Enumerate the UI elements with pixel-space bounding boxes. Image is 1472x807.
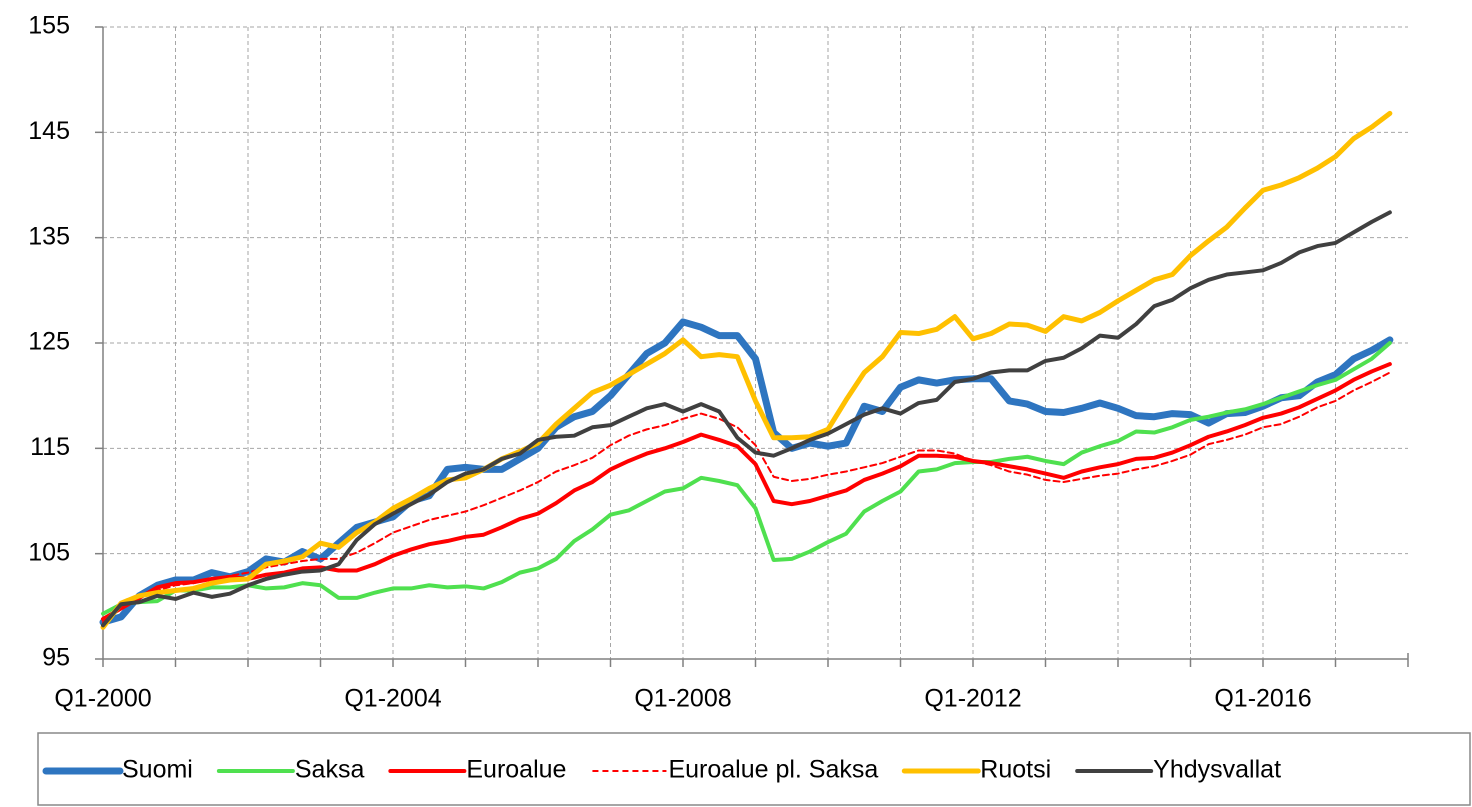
series-line: [102, 371, 1391, 624]
legend-label: Suomi: [122, 756, 193, 784]
y-tick-label: 155: [28, 12, 70, 40]
legend-label: Saksa: [295, 756, 365, 784]
legend-label: Euroalue: [466, 756, 566, 784]
y-tick-label: 145: [28, 117, 70, 145]
y-tick-label: 135: [28, 222, 70, 250]
x-tick-label: Q1-2004: [344, 685, 441, 713]
series-line: [99, 318, 1394, 626]
y-tick-label: 105: [28, 538, 70, 566]
legend-label: Euroalue pl. Saksa: [668, 756, 878, 784]
series-line: [100, 110, 1393, 630]
x-tick-label: Q1-2012: [924, 685, 1021, 713]
series-line: [101, 341, 1392, 616]
series-line: [101, 210, 1392, 628]
x-tick-label: Q1-2000: [54, 685, 151, 713]
legend-label: Ruotsi: [980, 756, 1051, 784]
x-tick-label: Q1-2016: [1214, 685, 1311, 713]
y-tick-label: 125: [28, 328, 70, 356]
x-tick-label: Q1-2008: [634, 685, 731, 713]
series-line: [101, 362, 1392, 621]
legend-label: Yhdysvallat: [1153, 756, 1281, 784]
y-tick-label: 115: [30, 433, 70, 461]
y-tick-label: 95: [42, 644, 70, 672]
